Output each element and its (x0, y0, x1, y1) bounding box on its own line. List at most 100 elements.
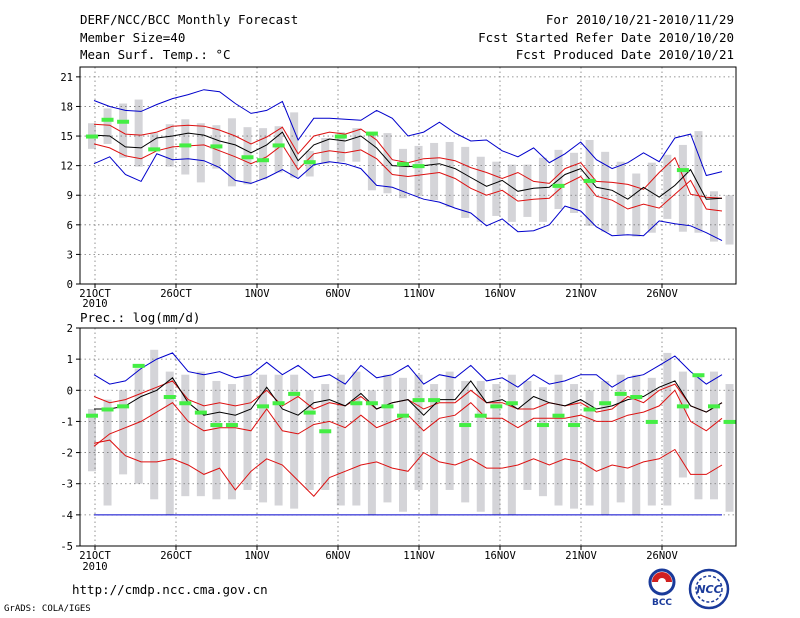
ensemble-box (103, 108, 112, 144)
ensemble-box (616, 374, 625, 503)
observation-marker (505, 401, 518, 406)
observation-marker (381, 404, 394, 409)
observation-marker (599, 401, 612, 406)
ensemble-box (367, 390, 376, 515)
ensemble-box (710, 371, 718, 500)
ensemble-box (507, 374, 516, 515)
site-url-link[interactable]: http://cmdp.ncc.cma.gov.cn (72, 582, 268, 597)
ensemble-box (647, 377, 656, 506)
ensemble-box (663, 154, 672, 219)
forecast-started-label: Fcst Started Refer Date 2010/10/20 (478, 30, 734, 45)
observation-marker (397, 162, 409, 167)
lowest-spread-line (93, 439, 723, 497)
observation-marker (210, 144, 223, 149)
y-tick-label: -1 (60, 416, 73, 428)
ensemble-box (523, 380, 532, 490)
ensemble-box (352, 128, 361, 162)
ensemble-box (725, 195, 734, 245)
observation-marker (459, 423, 472, 428)
observation-marker (241, 155, 254, 160)
observation-marker (117, 119, 130, 124)
ensemble-box (227, 118, 236, 187)
observation-marker (257, 158, 270, 163)
observation-marker (552, 413, 565, 418)
observation-marker (412, 164, 425, 169)
panel-title: Prec.: log(mm/d) (80, 310, 200, 325)
observation-marker (568, 423, 581, 428)
ensemble-box (632, 374, 641, 515)
ensemble-box (212, 380, 221, 500)
observation-marker (708, 404, 720, 409)
ensemble-box (570, 384, 579, 509)
ensemble-box (445, 141, 454, 208)
chart-title: DERF/NCC/BCC Monthly Forecast (80, 12, 299, 27)
observation-marker (257, 404, 270, 409)
ensemble-box (134, 368, 143, 484)
x-tick-label: 26OCT (160, 288, 192, 300)
y-tick-label: 3 (67, 249, 73, 261)
ensemble-mean-line (93, 131, 723, 200)
observation-marker (723, 419, 736, 424)
ensemble-box (414, 145, 423, 197)
ensemble-box (383, 374, 392, 503)
x-tick-label: 6NOV (325, 288, 351, 300)
observation-marker (148, 147, 161, 152)
max-line (93, 89, 723, 177)
ensemble-box (165, 124, 174, 167)
ensemble-box (367, 132, 376, 191)
observation-marker (132, 363, 145, 368)
observation-marker (490, 404, 503, 409)
ensemble-box (196, 123, 205, 183)
observation-marker (303, 410, 316, 415)
plot-frame (79, 66, 737, 285)
observation-marker (350, 401, 363, 406)
ensemble-box (663, 352, 672, 506)
ensemble-box (336, 132, 345, 162)
ensemble-box (119, 103, 128, 158)
y-tick-label: 0 (67, 279, 73, 291)
observation-marker (676, 404, 689, 409)
plot-frame (79, 327, 737, 547)
ensemble-box (243, 374, 252, 490)
x-tick-label: 16NOV (484, 550, 516, 562)
x-tick-label: 21OCT (79, 550, 111, 562)
observation-marker (86, 134, 98, 139)
ensemble-box (710, 191, 718, 242)
ensemble-box (290, 374, 299, 509)
ensemble-box (181, 374, 190, 497)
observation-marker (365, 401, 378, 406)
ensemble-box (461, 380, 470, 503)
ensemble-box (352, 371, 361, 506)
ensemble-box (290, 112, 299, 178)
ensemble-box (305, 390, 314, 490)
ensemble-box (476, 380, 485, 512)
ensemble-box (165, 371, 174, 515)
ensemble-box (383, 133, 392, 194)
x-tick-label: 11NOV (403, 550, 435, 562)
ensemble-box (507, 164, 516, 222)
y-tick-label: 1 (67, 354, 73, 366)
observation-marker (630, 395, 643, 400)
observation-marker (614, 391, 627, 396)
ensemble-box (538, 157, 547, 222)
member-size-label: Member Size=40 (80, 30, 186, 45)
ensemble-box (694, 374, 703, 500)
min-line (93, 153, 723, 242)
ensemble-box (523, 164, 532, 217)
ensemble-box (585, 390, 594, 506)
ensemble-box (399, 377, 407, 512)
bcc-logo-icon: BCC (648, 568, 676, 608)
x-tick-label: 21NOV (565, 550, 597, 562)
x-tick-label: 16NOV (484, 288, 516, 300)
ensemble-box (492, 161, 501, 216)
ensemble-box (259, 374, 268, 503)
ensemble-box (119, 390, 128, 475)
y-tick-label: -3 (60, 479, 73, 491)
ensemble-box (430, 142, 439, 201)
ensemble-box (430, 384, 439, 515)
observation-marker (412, 398, 425, 403)
observation-marker (365, 131, 378, 136)
grads-credit: GrADS: COLA/IGES (4, 604, 91, 614)
ensemble-box (274, 126, 283, 173)
